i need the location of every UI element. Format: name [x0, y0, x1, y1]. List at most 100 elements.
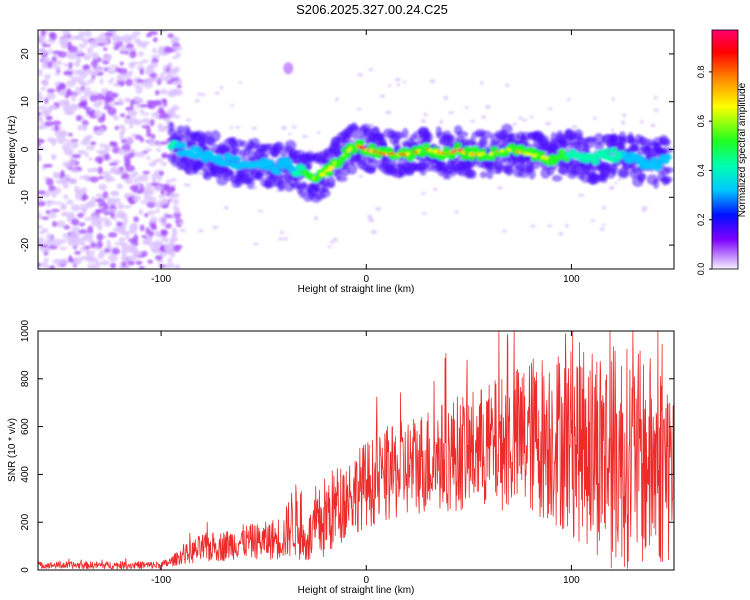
noise-blob — [558, 231, 564, 237]
noise-blob — [82, 87, 92, 95]
noise-blob — [223, 205, 229, 210]
noise-blob — [578, 193, 585, 197]
noise-blob — [122, 205, 132, 209]
noise-blob — [163, 65, 170, 69]
noise-blob — [145, 120, 151, 126]
ridge-core — [368, 143, 377, 150]
noise-blob — [119, 44, 127, 52]
y-tick-label: -10 — [20, 190, 31, 205]
noise-blob — [117, 149, 126, 156]
noise-blob — [38, 230, 46, 235]
noise-blob — [54, 72, 61, 76]
noise-blob — [139, 109, 145, 113]
noise-blob — [153, 101, 163, 107]
noise-blob — [77, 212, 84, 218]
x-tick-label: -100 — [151, 575, 171, 586]
noise-blob — [90, 242, 97, 249]
noise-blob — [50, 208, 60, 213]
spectrogram-blobs — [38, 30, 674, 269]
noise-blob — [610, 128, 614, 132]
noise-blob — [167, 33, 174, 39]
noise-blob — [125, 136, 135, 144]
noise-blob — [617, 178, 622, 181]
ridge-core — [602, 148, 611, 155]
noise-blob — [79, 247, 86, 252]
noise-blob — [83, 136, 91, 141]
noise-blob — [159, 72, 165, 78]
noise-blob — [103, 55, 112, 62]
noise-blob — [485, 104, 491, 110]
noise-blob — [38, 116, 44, 124]
noise-blob — [51, 139, 58, 143]
noise-blob — [116, 183, 123, 190]
noise-blob — [158, 113, 168, 120]
noise-blob — [89, 94, 98, 102]
noise-blob — [358, 175, 364, 178]
noise-blob — [41, 193, 50, 198]
ridge-halo — [480, 130, 493, 139]
noise-blob — [107, 232, 118, 238]
noise-blob — [45, 178, 54, 186]
noise-blob — [144, 81, 153, 89]
noise-blob — [51, 120, 62, 126]
noise-blob — [157, 107, 165, 114]
noise-blob — [77, 229, 88, 234]
noise-blob — [92, 168, 99, 173]
noise-blob — [38, 225, 44, 229]
noise-blob — [197, 228, 204, 233]
y-tick-label: 1000 — [20, 319, 31, 342]
noise-blob — [157, 232, 162, 238]
noise-blob — [63, 70, 73, 76]
noise-blob — [235, 125, 241, 129]
noise-blob — [357, 73, 364, 77]
noise-blob — [146, 132, 152, 138]
noise-blob — [129, 172, 137, 179]
ridge-halo — [168, 121, 175, 132]
noise-blob — [169, 196, 174, 202]
noise-blob — [49, 265, 56, 269]
ridge-halo — [176, 134, 188, 145]
noise-blob — [318, 165, 323, 169]
noise-blob — [158, 252, 168, 257]
noise-blob — [170, 89, 181, 94]
noise-blob — [122, 40, 132, 44]
noise-blob — [502, 229, 507, 233]
noise-blob — [59, 246, 68, 251]
ridge-core — [654, 163, 663, 170]
noise-blob — [108, 162, 118, 166]
noise-blob — [169, 240, 175, 248]
noise-blob — [95, 93, 105, 101]
noise-blob — [332, 237, 338, 242]
noise-blob — [448, 111, 455, 115]
noise-blob — [54, 124, 59, 132]
noise-blob — [38, 106, 44, 111]
noise-blob — [104, 144, 111, 153]
noise-blob — [278, 237, 283, 241]
noise-blob — [149, 196, 157, 203]
noise-blob — [327, 245, 333, 249]
noise-blob — [98, 183, 108, 191]
noise-blob — [53, 201, 62, 205]
noise-blob — [38, 91, 43, 97]
noise-blob — [140, 250, 148, 257]
noise-blob — [86, 250, 96, 256]
noise-blob — [106, 197, 113, 203]
noise-blob — [106, 208, 117, 213]
noise-blob — [128, 228, 138, 235]
noise-blob — [98, 175, 105, 180]
y-tick-label: -20 — [20, 237, 31, 252]
ridge-halo — [336, 175, 348, 182]
noise-blob — [101, 96, 108, 101]
noise-blob — [179, 228, 186, 233]
ridge-core — [356, 139, 365, 146]
noise-blob — [80, 100, 88, 107]
noise-blob — [139, 68, 145, 75]
noise-blob — [89, 91, 99, 96]
noise-blob — [80, 38, 87, 42]
noise-blob — [45, 115, 53, 121]
noise-blob — [107, 66, 113, 70]
noise-blob — [159, 88, 168, 95]
noise-blob — [138, 208, 144, 216]
noise-blob — [79, 71, 88, 79]
noise-blob — [140, 82, 146, 87]
